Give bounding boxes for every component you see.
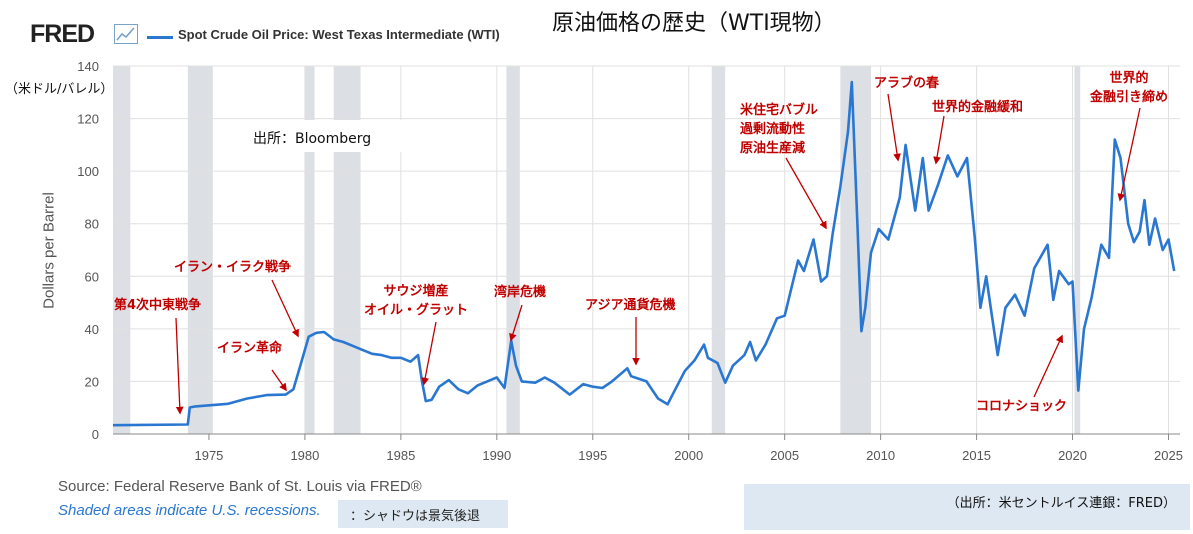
recession-band-5 [711,66,726,434]
x-tick-label: 2025 [1154,448,1183,463]
annotation-yom-kippur: 第4次中東戦争 [114,298,202,313]
y-tick-label: 120 [77,112,99,127]
x-tick-label: 2000 [674,448,703,463]
x-tick-label: 1990 [482,448,511,463]
y-tick-label: 80 [85,217,99,232]
source-jp-box: （出所：米セントルイス連銀：FRED） [744,484,1190,530]
annotation-saudi-glut: サウジ増産 オイル・グラット [364,284,469,318]
y-tick-label: 140 [77,59,99,74]
annotation-arrow-7 [887,93,901,162]
x-tick-label: 1995 [578,448,607,463]
source-note: Source: Federal Reserve Bank of St. Loui… [58,478,422,495]
annotation-arrow-6 [785,157,827,230]
x-tick-label: 1985 [386,448,415,463]
annotation-arrow-9 [1117,107,1141,202]
recession-band-4 [506,66,520,434]
series-line-wti [112,80,1176,427]
fred-logo: FRED [30,20,95,48]
x-tick-label: 2010 [866,448,895,463]
annotation-arab-spring: アラブの春 [874,76,940,91]
annotation-housing-bubble: 米住宅バブル 過剰流動性 原油生産減 [740,103,819,156]
annotation-iran-revolution: イラン革命 [217,341,283,356]
y-tick-label: 100 [77,164,99,179]
annotation-iran-iraq-war: イラン・イラク戦争 [174,260,292,275]
y-tick-label: 20 [85,374,99,389]
recession-band-2 [304,66,315,434]
annotation-global-easing: 世界的金融緩和 [932,100,1024,115]
chart-title-jp: 原油価格の歴史（WTI現物） [552,11,836,36]
y-tick-label: 60 [85,269,99,284]
x-tick-label: 1980 [290,448,319,463]
source-jp: （出所：米セントルイス連銀：FRED） [946,496,1176,511]
x-tick-label: 2015 [962,448,991,463]
annotation-global-tightening: 世界的 金融引き締め [1090,71,1169,105]
annotation-arrow-0 [175,317,184,415]
bloomberg-source-box: 出所：Bloomberg [213,120,413,152]
annotation-arrow-8 [933,115,945,165]
y-tick-label: 40 [85,322,99,337]
legend-swatch [147,36,173,39]
recession-band-0 [113,66,131,434]
shaded-note-jp-box: ：シャドウは景気後退 [338,500,508,528]
bloomberg-source: 出所：Bloomberg [253,131,372,147]
x-tick-label: 2020 [1058,448,1087,463]
x-tick-label: 2005 [770,448,799,463]
annotation-arrow-2 [271,369,287,392]
recession-band-6 [840,66,872,434]
legend-label: Spot Crude Oil Price: West Texas Interme… [178,27,500,42]
annotation-asian-crisis: アジア通貨危機 [585,298,676,313]
annotation-gulf-crisis: 湾岸危機 [494,285,547,300]
annotation-arrow-3 [421,321,437,386]
y-axis-label: Dollars per Barrel [40,192,58,309]
shaded-note: Shaded areas indicate U.S. recessions. [58,502,321,519]
annotation-arrow-4 [509,304,523,342]
unit-label: （米ドル/バレル） [5,82,114,97]
shaded-note-jp: ：シャドウは景気後退 [350,509,481,524]
fred-chart-icon [114,24,138,44]
recession-band-7 [1074,66,1081,434]
x-tick-label: 1975 [194,448,223,463]
y-tick-label: 0 [92,427,99,442]
annotation-arrow-1 [271,279,299,338]
annotation-arrow-10 [1033,334,1063,398]
annotation-covid-shock: コロナショック [976,399,1068,414]
